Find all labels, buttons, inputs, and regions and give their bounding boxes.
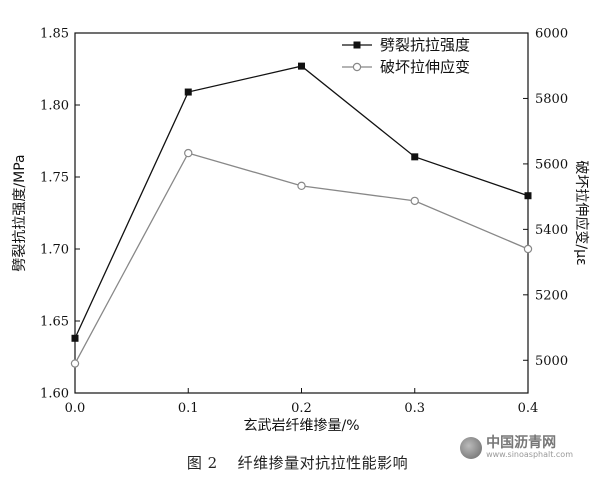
- x-tick-label: 0.2: [291, 401, 312, 416]
- legend-label-strain: 破坏拉伸应变: [380, 58, 470, 76]
- watermark-main-text: 中国沥青网: [486, 435, 557, 451]
- data-point-strain: [70, 359, 80, 368]
- x-axis-title: 玄武岩纤维掺量/%: [243, 417, 359, 434]
- series-line-strength: [74, 65, 529, 339]
- x-axis-ticks: 0.0 0.1 0.2 0.3 0.4: [65, 388, 539, 416]
- x-tick-label: 0.3: [404, 401, 425, 416]
- legend-marker-strength: [353, 41, 361, 49]
- data-point-strength: [184, 88, 192, 96]
- data-point-strain: [297, 181, 306, 191]
- figure-caption: 图 2 纤维掺量对抗拉性能影响: [0, 452, 595, 473]
- data-point-strength: [298, 62, 305, 70]
- series-layer: [70, 62, 533, 368]
- left-y-tick-label: 1.60: [40, 387, 69, 402]
- data-point-strain: [184, 148, 193, 158]
- data-point-strength: [71, 334, 79, 342]
- watermark-sub-text: www.sinoasphalt.com: [486, 449, 573, 459]
- left-y-tick-label: 1.80: [40, 99, 69, 114]
- right-y-tick-label: 5400: [535, 223, 568, 238]
- left-y-axis-ticks: 1.60 1.65 1.70 1.75 1.80 1.85: [40, 27, 80, 402]
- left-y-tick-label: 1.75: [40, 171, 69, 186]
- data-point-strength: [524, 192, 532, 200]
- figure-title: 纤维掺量对抗拉性能影响: [237, 454, 409, 472]
- data-point-strain: [410, 196, 419, 206]
- x-tick-label: 0.1: [178, 401, 199, 416]
- right-y-tick-label: 5000: [535, 354, 568, 369]
- left-y-tick-label: 1.70: [40, 243, 69, 258]
- legend-label-strength: 劈裂抗拉强度: [380, 36, 470, 54]
- watermark-logo-icon: [460, 436, 483, 459]
- figure-number: 图 2: [186, 454, 218, 472]
- right-y-axis-ticks: 5000 5200 5400 5600 5800 6000: [523, 27, 568, 369]
- plot-border: [74, 32, 529, 394]
- right-y-tick-label: 5200: [535, 288, 568, 303]
- x-tick-label: 0.4: [518, 401, 539, 416]
- left-y-tick-label: 1.65: [40, 315, 69, 330]
- legend-marker-strain: [352, 62, 362, 72]
- data-point-strength: [411, 153, 419, 161]
- x-tick-label: 0.0: [65, 401, 86, 416]
- dual-axis-line-chart: 0.0 0.1 0.2 0.3 0.4 1.60 1.65 1.70 1.75 1.80 1.85…: [11, 27, 590, 435]
- plot-frame: [74, 32, 529, 394]
- watermark: 中国沥青网 www.sinoasphalt.com: [460, 436, 573, 459]
- right-y-tick-label: 6000: [535, 27, 568, 42]
- left-y-tick-label: 1.85: [40, 27, 69, 42]
- right-y-axis-title: 破坏拉伸应变/με: [573, 160, 590, 265]
- right-y-tick-label: 5800: [535, 92, 568, 107]
- left-y-axis-title: 劈裂抗拉强度/MPa: [11, 154, 28, 271]
- right-y-tick-label: 5600: [535, 157, 568, 172]
- data-point-strain: [523, 244, 533, 254]
